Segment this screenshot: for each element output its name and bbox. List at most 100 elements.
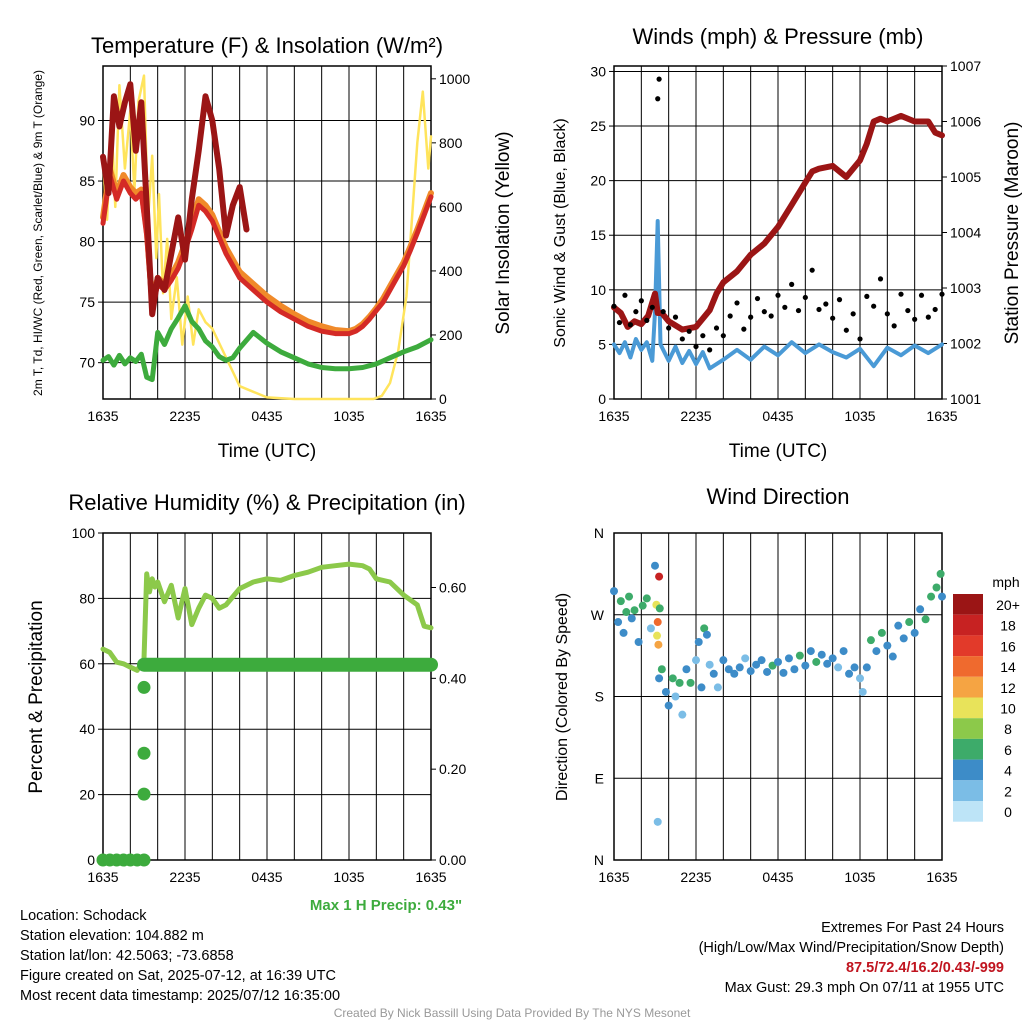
y-axis-label: Sonic Wind & Gust (Blue, Black) (552, 118, 569, 347)
direction-point (916, 605, 925, 614)
direction-point (921, 615, 930, 624)
legend-label: 4 (1004, 763, 1012, 779)
gust-point (616, 319, 623, 326)
direction-point (730, 669, 739, 678)
y-tick-label: E (595, 770, 604, 786)
gust-point (672, 314, 679, 320)
x-tick-label: 0435 (251, 408, 282, 424)
legend-label: 8 (1004, 721, 1012, 737)
x-tick-label: 0435 (762, 408, 793, 424)
direction-point (795, 651, 804, 660)
gust-point (864, 293, 870, 299)
y-tick-label: 40 (79, 721, 95, 737)
chart-title: Winds (mph) & Pressure (mb) (633, 24, 924, 49)
y-tick-label: 15 (590, 227, 606, 243)
gust-point (768, 313, 774, 319)
legend-swatch (953, 718, 983, 739)
legend-title: mph (992, 574, 1019, 590)
series-maroon (611, 112, 945, 333)
x-tick-label: 1635 (87, 408, 118, 424)
legend-swatch (953, 801, 983, 822)
gust-point (802, 294, 808, 301)
gust-point (905, 307, 911, 314)
gust-point (693, 343, 699, 350)
direction-point (866, 636, 875, 645)
direction-point (828, 654, 837, 663)
gust-point (627, 322, 634, 328)
direction-point (936, 569, 945, 578)
gust-point (912, 316, 918, 322)
direction-point (784, 654, 793, 663)
gust-point (666, 325, 672, 331)
elevation-text: Station elevation: 104.882 m (20, 928, 204, 944)
series-green (100, 303, 434, 383)
x-tick-label: 1035 (333, 408, 364, 424)
legend-label: 14 (1000, 659, 1016, 675)
plot-frame (102, 65, 432, 400)
temperature-chart: 1635 2235 0435 1035 1635 70 75 80 85 90 0 200 400 600… (31, 33, 514, 462)
direction-point (651, 561, 659, 570)
direction-point (735, 663, 744, 672)
gust-point (754, 295, 761, 302)
direction-point (713, 683, 722, 692)
direction-point (719, 656, 728, 665)
x-tick-label: 1635 (415, 869, 446, 885)
y-tick-label: 20 (590, 173, 606, 189)
series-maroon (100, 81, 250, 318)
y-tick-label: 100 (72, 525, 96, 541)
gust-point (638, 298, 644, 304)
x-tick-label: 1635 (926, 869, 957, 885)
chart-title: Relative Humidity (%) & Precipitation (i… (68, 490, 465, 515)
legend-label: 20+ (996, 597, 1020, 613)
gust-point (830, 315, 836, 321)
direction-point (862, 663, 871, 672)
direction-point (806, 647, 815, 656)
direction-point (823, 659, 832, 668)
direction-point (877, 628, 886, 637)
legend-label: 6 (1004, 742, 1012, 758)
legend-swatch (953, 656, 983, 677)
series-rh (100, 561, 434, 673)
gust-point (679, 336, 685, 342)
max-precip-annotation: Max 1 H Precip: 0.43" (310, 897, 462, 914)
gust-point (761, 309, 767, 315)
direction-point (655, 572, 664, 581)
legend-swatch (953, 676, 983, 698)
gust-point (884, 311, 890, 317)
gust-point (660, 309, 666, 315)
x-tick-label: 2235 (169, 408, 200, 424)
direction-point (724, 665, 733, 674)
gust-point (727, 313, 733, 319)
direction-point (630, 606, 639, 615)
extremes-info: Extremes For Past 24 Hours (High/Low/Max… (699, 918, 1004, 998)
y-tick-label: N (594, 525, 604, 541)
y-tick-label: W (591, 607, 605, 623)
gust-point (748, 314, 754, 320)
gust-point (877, 276, 884, 282)
gust-point (741, 326, 747, 332)
direction-point (899, 634, 908, 643)
series-red (100, 172, 434, 337)
gust-point (622, 292, 628, 298)
timestamp-text: Most recent data timestamp: 2025/07/12 1… (20, 988, 341, 1004)
y2-axis-label: Solar Insolation (Yellow) (493, 131, 514, 334)
y2-tick-label: 0.60 (439, 580, 466, 596)
direction-point (746, 667, 755, 676)
direction-point (774, 657, 782, 666)
direction-point (655, 674, 664, 683)
direction-point (627, 614, 636, 623)
humidity-chart: 1635 2235 0435 1035 16350204060801000.000.20… (26, 490, 466, 914)
extremes-legend: (High/Low/Max Wind/Precipitation/Snow De… (698, 940, 1004, 956)
direction-point (625, 592, 634, 601)
precip-point (137, 680, 151, 694)
x-tick-label: 1635 (415, 408, 446, 424)
gust-point (891, 323, 897, 329)
station-info: Location: Schodack Station elevation: 10… (20, 906, 340, 1006)
direction-point (610, 587, 618, 596)
y-tick-label: 85 (79, 173, 95, 189)
extremes-values: 87.5/72.4/16.2/0.43/-999 (845, 960, 1004, 976)
legend-swatch (953, 594, 983, 615)
direction-point (654, 640, 663, 649)
direction-point (694, 638, 703, 646)
